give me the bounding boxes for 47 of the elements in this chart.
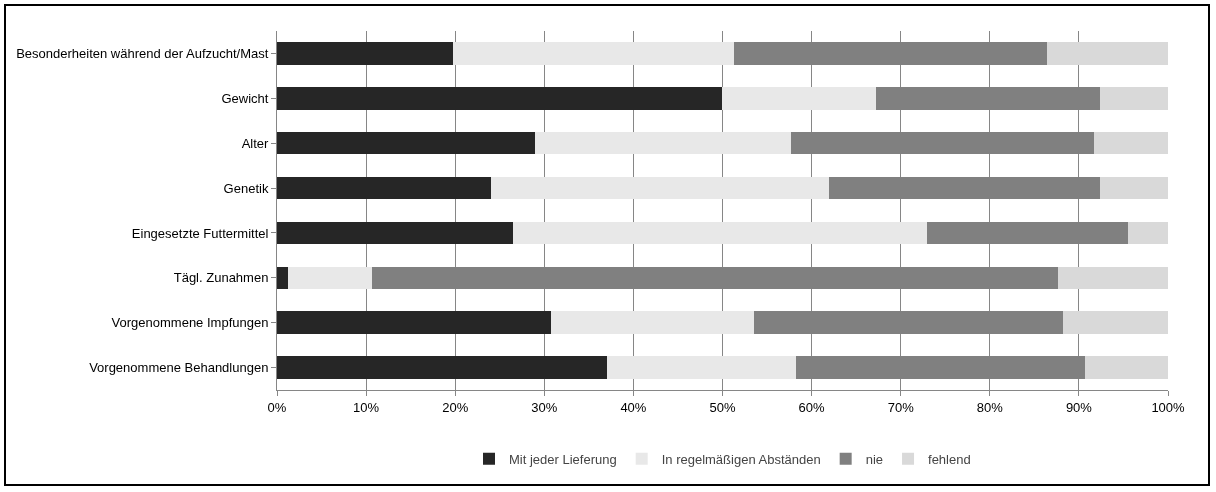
x-tick-label: 20%	[442, 399, 469, 415]
x-tick-label: 100%	[1151, 399, 1186, 415]
bar	[1085, 356, 1168, 379]
bar	[277, 176, 491, 200]
y-tick-label: Besonderheiten während der Aufzucht/Mast	[16, 45, 269, 61]
y-tick-label: Genetik	[223, 180, 269, 196]
legend-label: fehlend	[928, 451, 971, 467]
legend-label: In regelmäßigen Abständen	[661, 451, 821, 467]
bar	[287, 266, 373, 290]
x-tick-label: 70%	[887, 399, 915, 415]
x-tick-label: 40%	[620, 399, 647, 415]
bar	[277, 266, 288, 290]
legend-label: nie	[865, 451, 884, 467]
x-tick-label: 30%	[531, 399, 558, 415]
bar	[277, 42, 454, 65]
bar	[277, 87, 722, 110]
x-tick-label: 90%	[1065, 399, 1093, 415]
bar	[1062, 311, 1168, 334]
bar	[606, 356, 797, 379]
bar	[277, 356, 607, 379]
y-tick-label: Vorgenommene Impfungen	[111, 315, 269, 331]
bar	[490, 176, 829, 200]
bar	[277, 311, 551, 334]
x-tick-label: 60%	[798, 399, 826, 415]
y-tick-label: Vorgenommene Behandlungen	[89, 360, 269, 376]
y-tick-label: Gewicht	[221, 90, 269, 106]
bar	[534, 131, 792, 155]
x-tick-label: 10%	[353, 399, 380, 415]
bar	[1058, 266, 1168, 290]
y-tick-label: Tägl. Zunahmen	[173, 270, 269, 286]
bar	[277, 221, 514, 245]
bar	[453, 42, 735, 65]
legend-label: Mit jeder Lieferung	[509, 451, 617, 467]
bar	[1100, 176, 1168, 200]
x-tick-label: 50%	[709, 399, 736, 415]
bar	[721, 87, 876, 110]
bar	[1100, 87, 1168, 110]
bar	[513, 221, 928, 245]
bar	[1094, 131, 1168, 155]
bar	[550, 311, 754, 334]
bar	[277, 131, 535, 155]
bar	[1046, 42, 1168, 65]
x-tick-label: 80%	[976, 399, 1004, 415]
y-tick-label: Alter	[241, 135, 270, 151]
x-tick-label: 0%	[267, 399, 287, 415]
y-tick-label: Eingesetzte Futtermittel	[131, 225, 269, 241]
bar	[1127, 221, 1168, 245]
